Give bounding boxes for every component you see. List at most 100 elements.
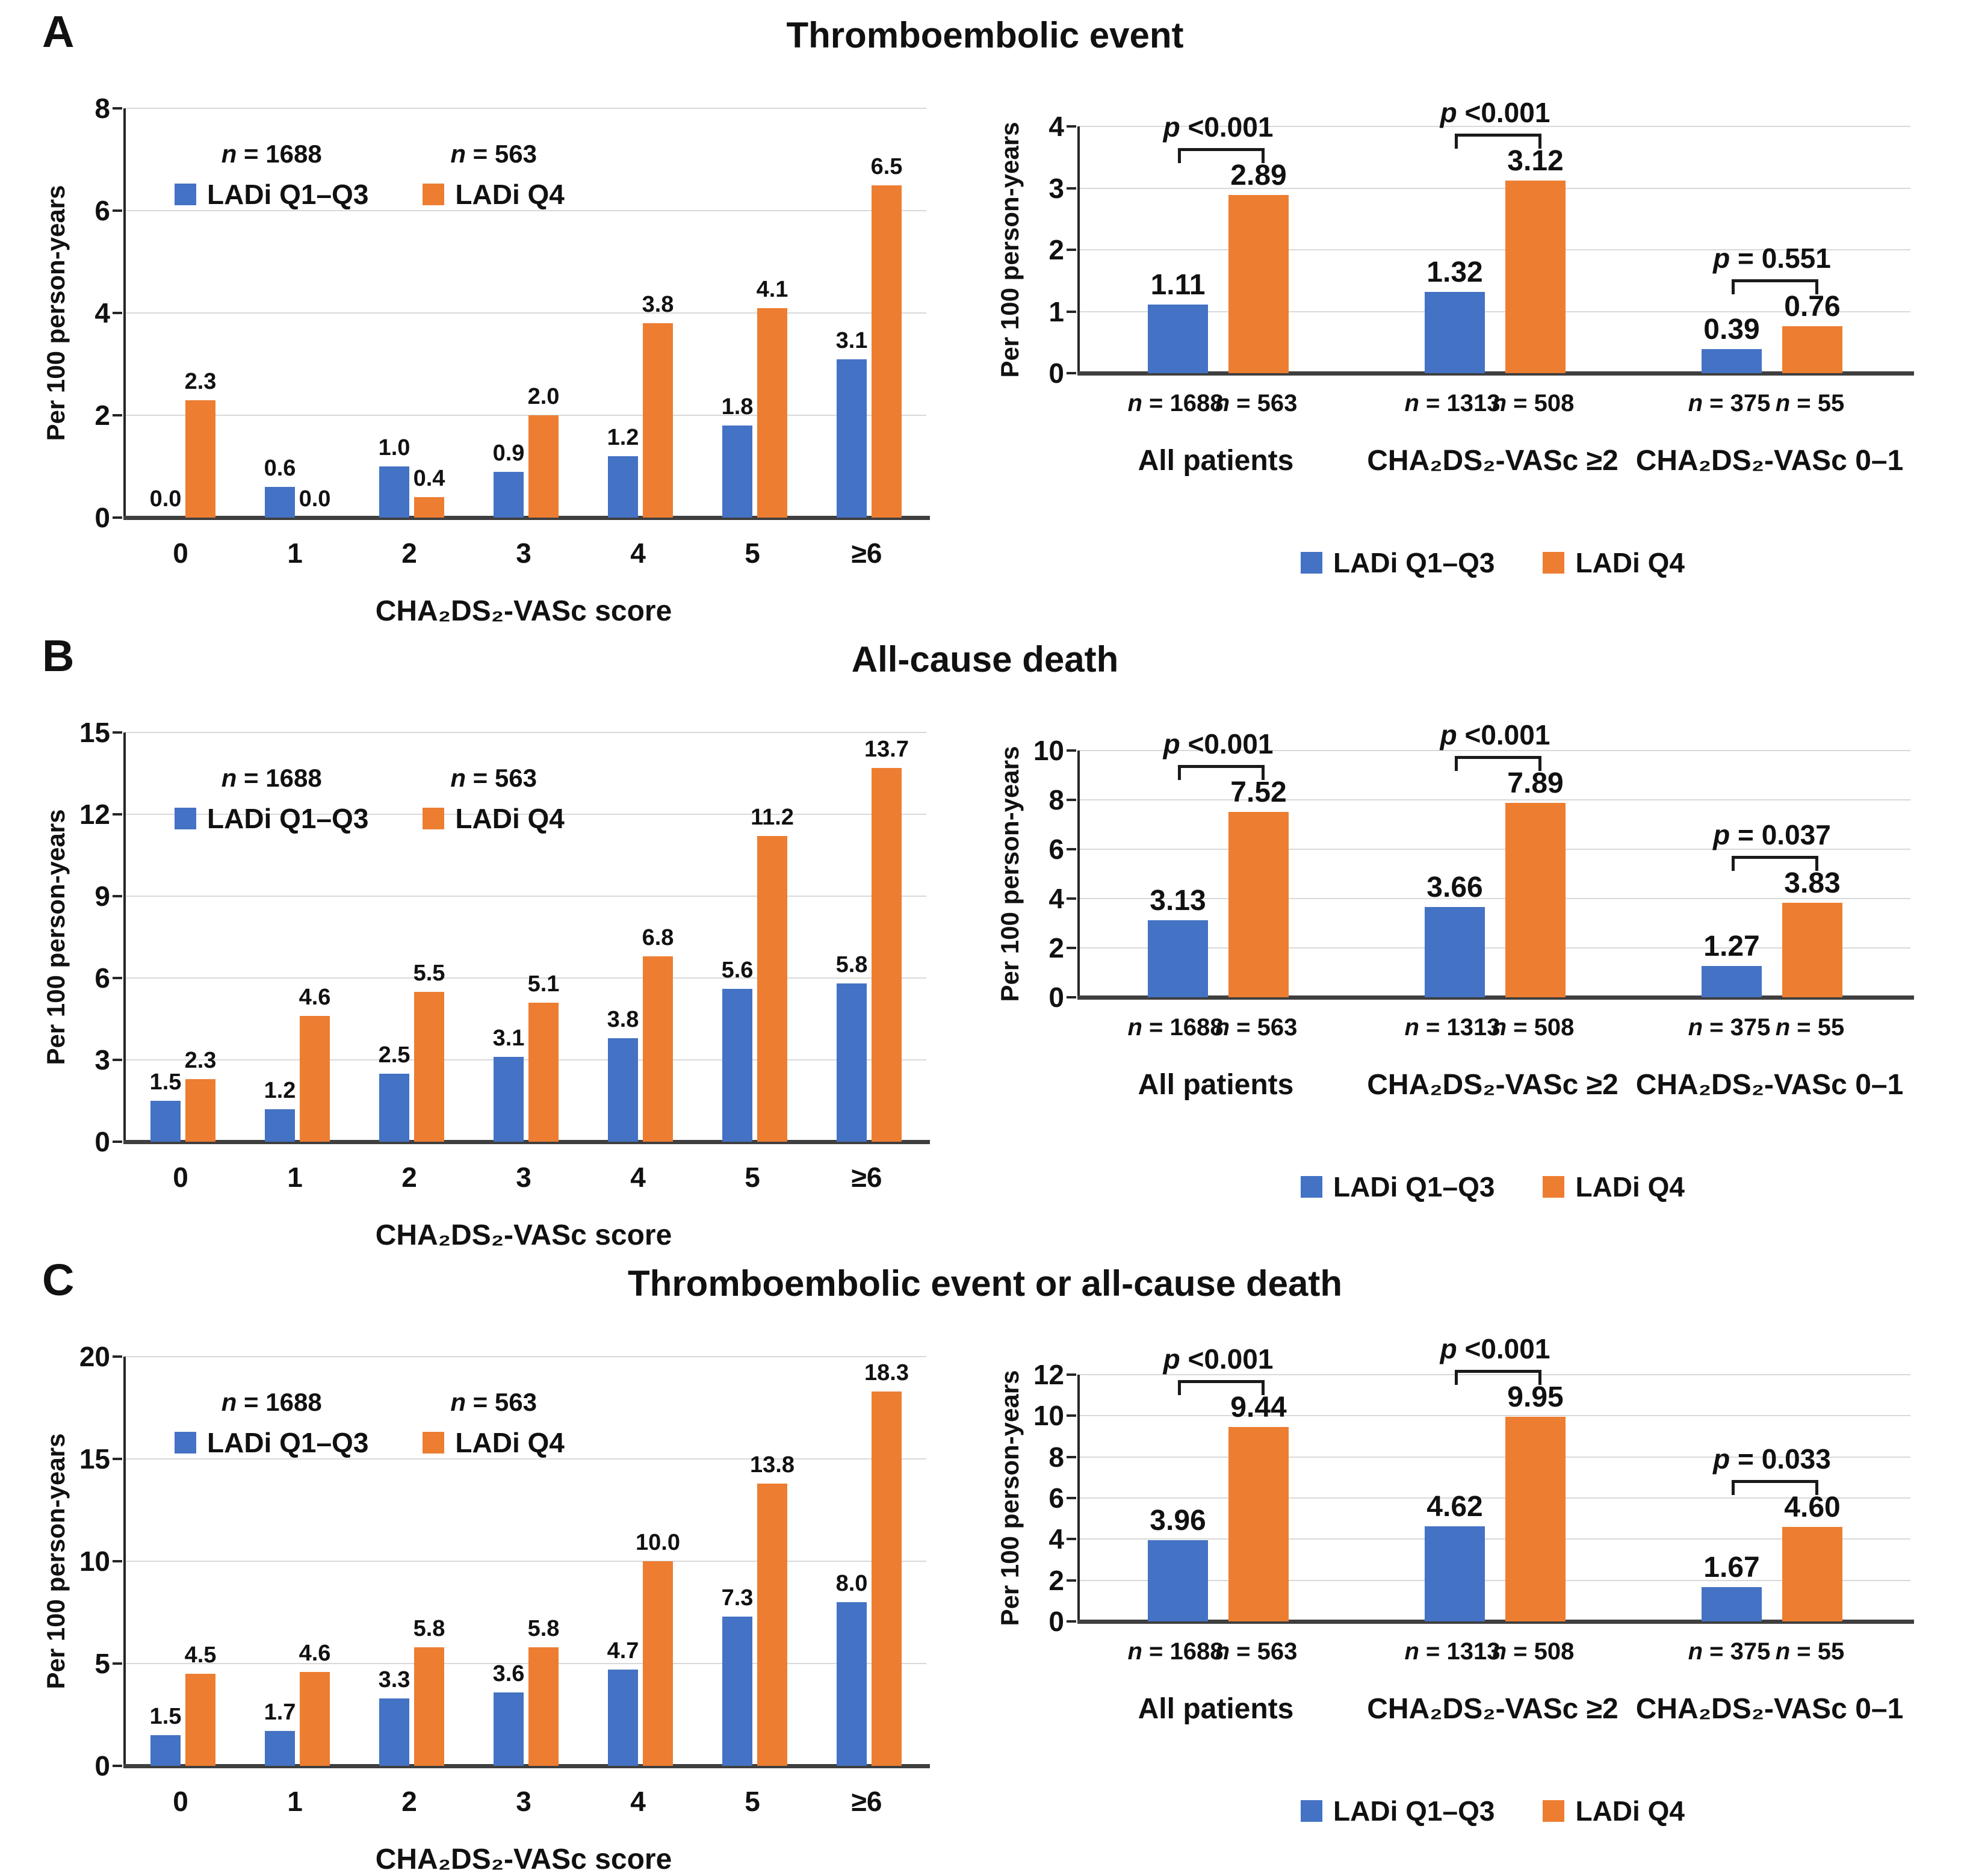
bar-ladi-q13 (1148, 305, 1208, 373)
y-tick-label: 2 (94, 400, 110, 431)
bar-ladi-q13 (1702, 1587, 1762, 1621)
bar-ladi-q13 (265, 1109, 295, 1142)
x-category-label: 5 (745, 1786, 760, 1817)
bar-ladi-q4 (1782, 902, 1842, 997)
gridline (1080, 1538, 1910, 1540)
y-tick-label: 15 (79, 717, 110, 748)
bar-value-label: 3.1 (835, 327, 868, 353)
bar-ladi-q13 (494, 1692, 524, 1766)
p-value-bracket (1732, 1479, 1818, 1495)
y-tick-mark (113, 1059, 122, 1061)
p-value-bracket (1178, 1380, 1265, 1396)
bar-value-label: 10.0 (636, 1530, 680, 1555)
bar-value-label: 9.44 (1230, 1392, 1287, 1424)
n-count-label: n = 55 (1775, 390, 1845, 416)
bar-ladi-q4 (1782, 1526, 1842, 1621)
bar-ladi-q4 (757, 308, 787, 518)
y-tick-label: 20 (79, 1341, 110, 1372)
group-label: All patients (1138, 1693, 1294, 1725)
chart-a-by-group: Per 100 person-years 1.11 2.89 p <0.001 1.32… (987, 78, 1938, 620)
bar-value-label: 3.96 (1150, 1504, 1206, 1537)
plot-area: 0.0 0.6 1.0 0.9 1.2 1.8 3.1 2.3 0.0 0.4 2.0 3.8 4.1 6… (123, 108, 930, 520)
y-tick-mark (113, 1141, 122, 1143)
y-tick-label: 6 (1048, 834, 1064, 865)
y-tick-mark (1067, 187, 1076, 190)
y-tick-mark (1067, 848, 1076, 850)
n-count-label: n = 508 (1491, 1638, 1575, 1665)
bar-ladi-q4 (414, 991, 444, 1142)
x-category-label: 1 (287, 537, 303, 569)
bar-ladi-q4 (1505, 1417, 1566, 1621)
y-tick-label: 2 (1048, 1564, 1064, 1596)
bar-value-label: 0.39 (1703, 314, 1760, 346)
y-tick-label: 10 (79, 1546, 110, 1577)
bar-value-label: 1.7 (264, 1700, 296, 1726)
y-tick-label: 6 (94, 962, 110, 994)
legend-series-label: LADi Q4 (455, 1427, 565, 1458)
legend-swatch-q13 (1301, 552, 1323, 574)
bar-value-label: 13.7 (864, 736, 909, 762)
n-count-label: n = 55 (1775, 1638, 1845, 1665)
legend: LADi Q1–Q3 LADi Q4 (1077, 1795, 1908, 1827)
bar-ladi-q4 (872, 185, 902, 518)
gridline (126, 896, 926, 897)
x-category-label: 0 (173, 537, 188, 569)
legend-n-label: n = 563 (450, 140, 537, 168)
gridline (126, 1356, 926, 1357)
bar-value-label: 2.0 (527, 384, 560, 409)
bar-ladi-q4 (300, 1671, 330, 1766)
y-tick-label: 6 (1048, 1482, 1064, 1514)
bar-ladi-q13 (608, 1038, 638, 1142)
p-value-label: p = 0.551 (1713, 243, 1831, 274)
x-category-label: 1 (287, 1162, 303, 1193)
p-value-label: p <0.001 (1163, 1343, 1274, 1375)
p-value-bracket (1178, 147, 1265, 163)
p-value-bracket (1732, 279, 1818, 295)
y-tick-label: 4 (1048, 111, 1064, 142)
bar-value-label: 1.0 (378, 435, 410, 460)
bar-value-label: 6.8 (642, 924, 674, 950)
panel-title-a: Thromboembolic event (786, 15, 1184, 55)
y-tick-mark (1067, 372, 1076, 374)
legend-column: n = 563 LADi Q4 (423, 140, 565, 211)
bar-ladi-q13 (1702, 349, 1762, 373)
y-tick-label: 2 (1048, 234, 1064, 265)
y-tick-mark (1067, 947, 1076, 949)
x-category-label: 0 (173, 1786, 188, 1817)
panel-c: C Thromboembolic event or all-cause deat… (0, 1248, 1970, 1875)
y-tick-mark (1067, 1497, 1076, 1499)
x-axis-line (1077, 995, 1914, 1000)
bar-value-label: 1.67 (1703, 1551, 1760, 1583)
x-axis-title: CHA₂DS₂-VASc score (375, 595, 672, 627)
legend-item: LADi Q4 (1543, 1171, 1685, 1203)
bar-value-label: 2.3 (184, 1047, 217, 1073)
x-category-label: 3 (516, 537, 531, 569)
bar-ladi-q13 (837, 1602, 867, 1766)
x-axis-line (123, 1140, 930, 1144)
plot-area: 1.5 1.7 3.3 3.6 4.7 7.3 8.0 4.5 4.6 5.8 5.8 10.0 13.… (123, 1356, 930, 1768)
chart-c-by-score: Per 100 person-years 1.5 1.7 3.3 3.6 4.7 7.3 8.… (33, 1311, 954, 1875)
bar-value-label: 0.0 (149, 486, 182, 512)
n-count-label: n = 1313 (1404, 1638, 1501, 1665)
legend-item: LADi Q4 (1543, 546, 1685, 579)
n-count-label: n = 1313 (1404, 1014, 1501, 1041)
bar-value-label: 5.5 (413, 960, 445, 986)
legend-item: LADi Q1–Q3 (175, 178, 368, 211)
bar-ladi-q4 (757, 1483, 787, 1766)
gridline (126, 1458, 926, 1460)
y-tick-label: 8 (1048, 1441, 1064, 1473)
group-label: All patients (1138, 445, 1294, 477)
legend-series-label: LADi Q1–Q3 (1333, 1795, 1495, 1827)
y-tick-label: 12 (79, 799, 110, 830)
y-tick-mark (113, 895, 122, 897)
legend: LADi Q1–Q3 LADi Q4 (1077, 1171, 1908, 1203)
bar-ladi-q13 (494, 1057, 524, 1142)
bar-ladi-q4 (185, 1674, 215, 1766)
gridline (1080, 311, 1910, 312)
bar-ladi-q4 (1228, 1427, 1289, 1621)
bar-ladi-q4 (872, 767, 902, 1142)
y-tick-label: 10 (1033, 1400, 1064, 1432)
bar-ladi-q13 (1148, 920, 1208, 997)
x-axis-line (123, 1764, 930, 1768)
gridline (126, 415, 926, 416)
